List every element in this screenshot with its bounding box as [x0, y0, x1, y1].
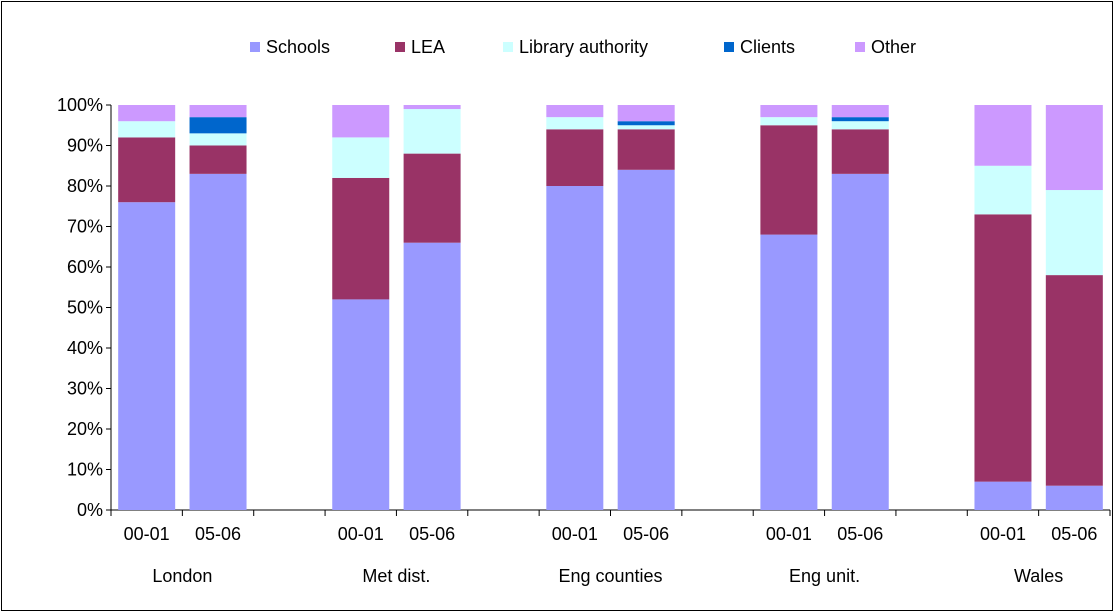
x-tick-label-london-00-01: 00-01	[124, 524, 170, 544]
y-tick-label: 0%	[77, 500, 103, 520]
bar-segment-other-met-dist-00-01	[332, 105, 390, 138]
bar-segment-lea-london-05-06	[189, 145, 247, 174]
group-label-eng-counties: Eng counties	[558, 566, 662, 586]
bar-segment-library-authority-london-00-01	[118, 121, 176, 138]
legend-swatch-clients	[724, 42, 734, 52]
y-tick-label: 80%	[67, 176, 103, 196]
legend-label-library-authority: Library authority	[519, 37, 648, 57]
bar-segment-lea-eng-unit-00-01	[760, 125, 818, 235]
bar-segment-library-authority-eng-unit-05-06	[831, 121, 889, 130]
y-tick-label: 30%	[67, 379, 103, 399]
x-tick-label-eng-counties-05-06: 05-06	[623, 524, 669, 544]
legend-label-lea: LEA	[411, 37, 445, 57]
bar-segment-library-authority-wales-00-01	[974, 165, 1032, 215]
bar-segment-library-authority-wales-05-06	[1045, 190, 1103, 276]
bar-segment-lea-eng-unit-05-06	[831, 129, 889, 174]
bar-segment-schools-wales-05-06	[1045, 485, 1103, 510]
axes: 0% 10% 20% 30% 40% 50% 60% 70% 80% 90% 100%	[57, 95, 1111, 520]
bar-segment-lea-wales-00-01	[974, 214, 1032, 482]
legend-swatch-other	[855, 42, 865, 52]
bar-segment-other-eng-counties-00-01	[546, 105, 604, 118]
bar-segment-library-authority-met-dist-00-01	[332, 137, 390, 178]
bar-segment-other-london-05-06	[189, 105, 247, 118]
y-tick-label: 60%	[67, 257, 103, 277]
legend-swatch-library-authority	[503, 42, 513, 52]
legend-item-lea: LEA	[395, 37, 445, 57]
bar-segment-other-wales-05-06	[1045, 105, 1103, 191]
bar-segment-other-wales-00-01	[974, 105, 1032, 166]
bar-segment-other-london-00-01	[118, 105, 176, 122]
legend-label-schools: Schools	[266, 37, 330, 57]
bar-segment-schools-wales-00-01	[974, 481, 1032, 510]
bar-segment-schools-eng-counties-05-06	[617, 169, 675, 511]
x-tick-label-eng-unit-00-01: 00-01	[766, 524, 812, 544]
group-label-wales: Wales	[1014, 566, 1063, 586]
bar-segment-schools-eng-unit-05-06	[831, 173, 889, 510]
legend: Schools LEA Library authority Clients Other	[250, 37, 916, 57]
y-tick-label: 10%	[67, 460, 103, 480]
y-tick-label: 20%	[67, 419, 103, 439]
bar-segment-schools-met-dist-05-06	[403, 242, 461, 510]
legend-label-clients: Clients	[740, 37, 795, 57]
bars	[118, 105, 1103, 511]
x-tick-label-wales-00-01: 00-01	[980, 524, 1026, 544]
bar-segment-lea-met-dist-05-06	[403, 153, 461, 243]
bar-segment-clients-eng-counties-05-06	[617, 121, 675, 126]
bar-segment-schools-london-00-01	[118, 202, 176, 510]
y-tick-label: 70%	[67, 217, 103, 237]
bar-segment-other-eng-unit-00-01	[760, 105, 818, 118]
y-tick-label: 50%	[67, 298, 103, 318]
bar-segment-library-authority-london-05-06	[189, 133, 247, 146]
legend-label-other: Other	[871, 37, 916, 57]
y-tick-label: 100%	[57, 95, 103, 115]
axis-labels: 00-01 05-06 00-01 05-06 00-01 05-06 00-01 05-06…	[124, 524, 1098, 586]
bar-segment-schools-london-05-06	[189, 173, 247, 510]
legend-item-clients: Clients	[724, 37, 795, 57]
bar-segment-other-eng-counties-05-06	[617, 105, 675, 122]
bar-segment-lea-london-00-01	[118, 137, 176, 203]
bar-segment-lea-eng-counties-05-06	[617, 129, 675, 170]
bar-segment-other-met-dist-05-06	[403, 105, 461, 110]
group-label-eng-unit: Eng unit.	[789, 566, 860, 586]
bar-segment-lea-eng-counties-00-01	[546, 129, 604, 186]
legend-swatch-schools	[250, 42, 260, 52]
x-tick-label-met-dist-00-01: 00-01	[338, 524, 384, 544]
x-tick-label-london-05-06: 05-06	[195, 524, 241, 544]
legend-swatch-lea	[395, 42, 405, 52]
x-tick-label-wales-05-06: 05-06	[1051, 524, 1097, 544]
bar-segment-lea-wales-05-06	[1045, 275, 1103, 486]
bar-segment-clients-london-05-06	[189, 117, 247, 134]
y-tick-label: 90%	[67, 136, 103, 156]
legend-item-library-authority: Library authority	[503, 37, 648, 57]
legend-item-schools: Schools	[250, 37, 330, 57]
x-tick-label-eng-unit-05-06: 05-06	[837, 524, 883, 544]
x-tick-label-eng-counties-00-01: 00-01	[552, 524, 598, 544]
bar-segment-library-authority-eng-counties-00-01	[546, 117, 604, 130]
bar-segment-schools-eng-unit-00-01	[760, 234, 818, 510]
bar-segment-schools-eng-counties-00-01	[546, 186, 604, 510]
legend-item-other: Other	[855, 37, 916, 57]
y-tick-label: 40%	[67, 338, 103, 358]
x-tick-label-met-dist-05-06: 05-06	[409, 524, 455, 544]
bar-segment-other-eng-unit-05-06	[831, 105, 889, 118]
bar-segment-lea-met-dist-00-01	[332, 177, 390, 300]
bar-segment-library-authority-eng-unit-00-01	[760, 117, 818, 126]
bar-segment-library-authority-met-dist-05-06	[403, 109, 461, 154]
group-label-met-dist: Met dist.	[362, 566, 430, 586]
bar-segment-library-authority-eng-counties-05-06	[617, 125, 675, 130]
group-label-london: London	[152, 566, 212, 586]
bar-segment-clients-eng-unit-05-06	[831, 117, 889, 122]
bar-segment-schools-met-dist-00-01	[332, 299, 390, 510]
